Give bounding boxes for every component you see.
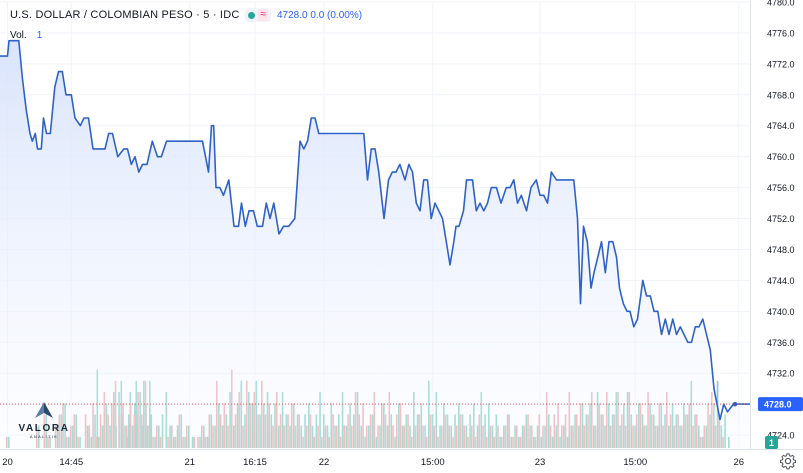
time-tick-label: 16:15 bbox=[243, 457, 267, 468]
price-line bbox=[0, 39, 750, 421]
time-tick-label: 21 bbox=[184, 457, 195, 468]
last-price-label-bg bbox=[758, 397, 803, 412]
time-axis-bg bbox=[0, 449, 750, 473]
time-tick-label: 23 bbox=[535, 457, 546, 468]
time-axis: 20 14:45 21 16:15 22 15:00 23 15:00 26 bbox=[0, 449, 803, 473]
price-tick-label: 4744.0 bbox=[767, 276, 795, 286]
time-tick-label: 22 bbox=[319, 457, 330, 468]
valora-triangle-icon bbox=[35, 402, 53, 418]
price-axis-bg bbox=[750, 0, 803, 473]
price-tick-label: 4752.0 bbox=[767, 214, 795, 224]
last-volume-value: 1 bbox=[769, 438, 774, 448]
last-price-value: 4728.0 bbox=[764, 400, 792, 410]
last-volume-label-bg bbox=[765, 436, 778, 449]
price-tick-label: 4724.0 bbox=[767, 431, 795, 441]
volume-label[interactable]: Vol. bbox=[10, 30, 27, 41]
gear-icon[interactable] bbox=[779, 452, 797, 470]
symbol-title[interactable]: U.S. DOLLAR / COLOMBIAN PESO · 5 · IDC bbox=[10, 9, 240, 21]
price-tick-label: 4772.0 bbox=[767, 59, 795, 69]
price-area bbox=[0, 40, 750, 449]
price-tick-label: 4736.0 bbox=[767, 338, 795, 348]
price-tick-label: 4732.0 bbox=[767, 369, 795, 379]
price-tick-label: 4760.0 bbox=[767, 152, 795, 162]
time-tick-label: 15:00 bbox=[421, 457, 445, 468]
delayed-data-icon: ≈ bbox=[258, 9, 268, 21]
price-tick-label: 4780.0 bbox=[767, 0, 795, 8]
volume-legend: Vol. 1 bbox=[10, 30, 42, 41]
price-tick-label: 4764.0 bbox=[767, 121, 795, 131]
price-tick-label: 4776.0 bbox=[767, 28, 795, 38]
price-tick-label: 4740.0 bbox=[767, 307, 795, 317]
time-tick-label: 26 bbox=[733, 457, 744, 468]
logo-subtitle: ANALITIK bbox=[29, 434, 59, 439]
time-tick-label: 20 bbox=[2, 457, 13, 468]
volume-value: 1 bbox=[36, 30, 43, 41]
status-pill[interactable]: ≈ bbox=[245, 8, 271, 22]
price-tick-label: 4748.0 bbox=[767, 245, 795, 255]
price-axis: 4780.0 4776.0 4772.0 4768.0 4764.0 4760.0 4756… bbox=[750, 0, 803, 473]
valora-logo: VALORA ANALITIK bbox=[12, 402, 76, 439]
last-quote: 4728.0 0.0 (0.00%) bbox=[276, 9, 363, 21]
time-tick-label: 15:00 bbox=[623, 457, 647, 468]
price-tick-label: 4756.0 bbox=[767, 183, 795, 193]
market-status-dot-icon bbox=[248, 11, 256, 19]
legend-header: U.S. DOLLAR / COLOMBIAN PESO · 5 · IDC ≈… bbox=[10, 8, 362, 22]
time-tick-label: 14:45 bbox=[59, 457, 83, 468]
last-price-label: 4728.0 bbox=[758, 397, 803, 412]
logo-name: VALORA bbox=[18, 423, 70, 434]
last-price-dot bbox=[732, 401, 738, 407]
price-tick-label: 4768.0 bbox=[767, 90, 795, 100]
last-volume-label: 1 bbox=[765, 436, 778, 449]
